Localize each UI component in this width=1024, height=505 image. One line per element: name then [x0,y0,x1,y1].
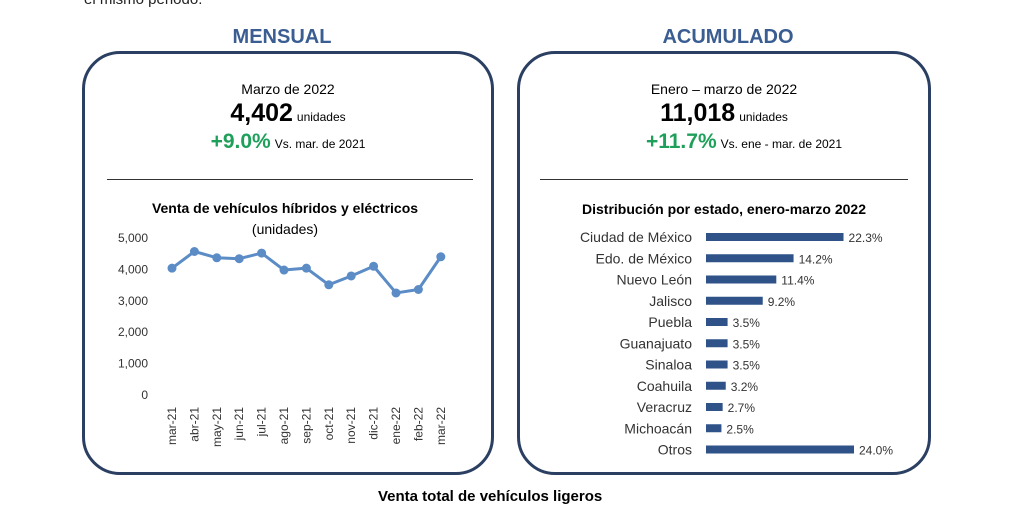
y-tick-label: 0 [141,388,148,402]
acumulado-period: Enero – marzo de 2022 [650,81,798,97]
data-point [369,261,379,271]
acumulado-change-line: +11.7% Vs. ene - mar. de 2021 [520,130,968,154]
bar-category-label: Michoacán [624,420,692,436]
data-point [301,263,311,273]
bar-value-label: 24.0% [859,444,893,458]
mensual-unit: unidades [296,110,346,124]
x-tick-label: ago-21 [277,407,291,445]
bottom-cutoff-heading: Venta total de vehículos ligeros [378,488,603,505]
bar-value-label: 9.2% [768,295,796,309]
bar [706,339,728,348]
bar-value-label: 11.4% [781,274,814,288]
data-point [189,247,199,257]
data-point [167,263,177,273]
x-tick-label: jun-21 [232,407,246,442]
acumulado-comparison: Vs. ene - mar. de 2021 [720,137,843,151]
bar [706,445,854,454]
bar-value-label: 3.5% [733,337,761,351]
bar [706,424,722,433]
mensual-divider [107,179,473,180]
bar-chart-title: Distribución por estado, enero-marzo 202… [582,201,866,217]
data-point [436,252,446,262]
x-tick-label: feb-22 [411,407,425,441]
bar-category-label: Guanajuato [620,335,693,351]
bar-value-label: 22.3% [849,231,883,245]
bar-category-label: Veracruz [637,399,692,415]
x-tick-label: sep-21 [299,407,313,444]
bar-category-label: Ciudad de México [580,229,692,245]
data-point [346,271,356,281]
bar-value-label: 3.5% [733,316,761,330]
bar [706,360,728,369]
acumulado-card: Enero – marzo de 2022 11,018 unidades +11… [517,51,931,475]
bar [706,296,763,305]
mensual-change-line: +9.0% Vs. mar. de 2021 [85,130,491,154]
bar-category-label: Coahuila [637,378,692,394]
bar [706,403,723,411]
bar [706,233,844,241]
bar-category-label: Otros [658,442,692,458]
x-tick-label: jul-21 [255,407,269,438]
bar-value-label: 2.5% [726,422,754,436]
y-tick-label: 1,000 [118,357,148,371]
bar-category-label: Edo. de México [596,250,693,266]
data-point [413,284,423,294]
data-point [212,253,222,263]
x-tick-label: may-21 [210,407,224,447]
acumulado-value: 11,018 [660,99,736,127]
data-point [324,280,334,290]
mensual-card: Marzo de 2022 4,402 unidades +9.0% Vs. mar… [82,51,494,475]
acumulado-divider [540,179,908,180]
bar-category-label: Nuevo León [616,272,692,288]
x-tick-label: mar-21 [165,407,179,445]
data-point [234,254,244,264]
acumulado-value-line: 11,018 unidades [520,99,928,128]
line-chart-subtitle: (unidades) [251,221,319,237]
x-tick-label: dic-21 [367,407,381,440]
bar-value-label: 2.7% [728,401,756,415]
top-cutoff-text: el mismo periodo. [84,0,202,8]
acumulado-change: +11.7% [645,130,717,153]
x-tick-label: ene-22 [389,407,403,445]
x-tick-label: abr-21 [187,407,201,442]
bar-chart: Ciudad de México 22.3% Edo. de México 14.2%… [580,229,893,458]
mensual-period: Marzo de 2022 [241,81,335,97]
bar [706,254,794,263]
acumulado-panel-title: ACUMULADO [662,26,794,48]
y-tick-label: 4,000 [118,262,148,276]
x-tick-label: mar-22 [434,407,448,445]
bar [706,381,726,390]
mensual-value: 4,402 [230,99,293,127]
y-tick-label: 3,000 [118,294,148,308]
mensual-value-line: 4,402 unidades [85,99,491,128]
data-point [257,248,267,258]
bar-value-label: 3.2% [731,380,759,394]
mensual-change: +9.0% [210,130,271,153]
data-point [391,288,401,298]
line-chart-title: Venta de vehículos híbridos y eléctricos [151,200,419,216]
x-tick-label: oct-21 [322,407,336,441]
y-tick-label: 5,000 [118,231,148,245]
mensual-comparison: Vs. mar. de 2021 [274,137,366,151]
data-point [279,265,289,275]
bar [706,318,728,326]
bar-category-label: Jalisco [649,293,692,309]
acumulado-unit: unidades [739,110,788,124]
bar-category-label: Sinaloa [645,357,692,373]
x-tick-label: nov-21 [344,407,358,444]
bar-category-label: Puebla [648,314,692,330]
mensual-panel-title: MENSUAL [232,26,332,48]
y-tick-label: 2,000 [118,325,148,339]
bar-value-label: 14.2% [799,252,833,266]
line-chart: 0 1,000 2,000 3,000 4,000 5,000 mar-21 abr-21 ma… [118,231,448,447]
bar-value-label: 3.5% [733,359,761,373]
bar [706,275,777,284]
